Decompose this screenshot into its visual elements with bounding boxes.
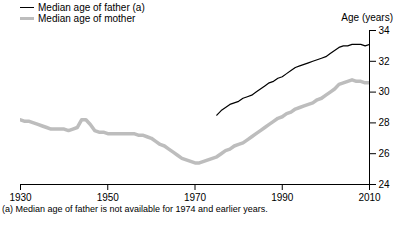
svg-text:30: 30 (379, 86, 391, 97)
svg-text:1970: 1970 (184, 192, 207, 203)
html-text:Median age of father (a): Median age of father (a) (38, 2, 145, 13)
svg-text:1930: 1930 (9, 192, 32, 203)
svg-text:24: 24 (379, 179, 391, 190)
svg-text:1990: 1990 (271, 192, 294, 203)
svg-text:26: 26 (379, 148, 391, 159)
html-text:(a) Median age of father is no: (a) Median age of father is not availabl… (2, 204, 268, 214)
svg-text:28: 28 (379, 117, 391, 128)
svg-text:34: 34 (379, 25, 391, 36)
html-text:Age (years): Age (years) (341, 12, 393, 23)
svg-text:2010: 2010 (358, 192, 381, 203)
svg-text:32: 32 (379, 56, 391, 67)
svg-text:1950: 1950 (97, 192, 120, 203)
html-text:Median age of mother: Median age of mother (38, 13, 136, 24)
